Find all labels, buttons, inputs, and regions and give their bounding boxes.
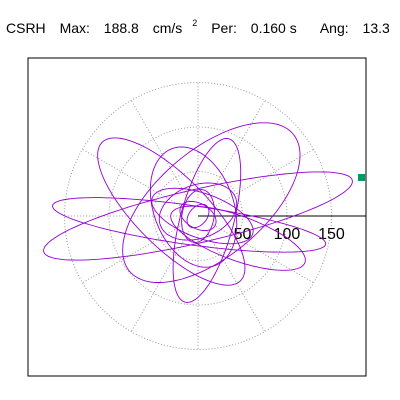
orbit-loop xyxy=(158,182,238,241)
plot-frame xyxy=(27,57,367,377)
orbit-loop xyxy=(43,171,353,261)
grid-spoke xyxy=(206,231,266,332)
radial-tick-label: 150 xyxy=(318,226,345,243)
orbit-loop xyxy=(97,137,246,286)
orbit-loop xyxy=(52,197,327,253)
grid-spoke xyxy=(130,231,190,332)
grid-spoke xyxy=(206,100,266,201)
grid-spoke xyxy=(213,224,314,284)
grid-spoke xyxy=(82,148,183,208)
orbit-loop xyxy=(186,203,210,229)
orbit-loop xyxy=(149,146,238,268)
radial-tick-label: 100 xyxy=(274,226,301,243)
peak-marker xyxy=(358,173,366,181)
radial-tick-label: 50 xyxy=(234,226,252,243)
orbit-loop xyxy=(122,122,301,283)
orbit-loop xyxy=(172,138,242,303)
per-label: Per: xyxy=(211,20,237,36)
radial-tick-labels: 50 100 150 xyxy=(234,226,345,243)
grid-spoke xyxy=(213,148,314,208)
orbit-loop xyxy=(179,200,217,232)
ang-readout: Ang: 13.3 xyxy=(320,20,400,36)
grid-spoke xyxy=(130,100,190,201)
orbit-loop xyxy=(170,205,306,271)
station-code: CSRH xyxy=(6,20,46,36)
ang-label: Ang: xyxy=(319,20,349,36)
max-unit: cm/s xyxy=(152,20,183,36)
max-readout: Max: 188.8 cm/s 2 xyxy=(59,18,198,36)
acceleration-trace xyxy=(43,122,353,303)
max-value: 188.8 xyxy=(103,20,139,36)
ang-value: 13.3 xyxy=(362,20,390,36)
per-readout: Per: 0.160 s xyxy=(211,20,307,36)
grid-spoke xyxy=(82,224,183,284)
orbit-loop xyxy=(181,189,215,243)
per-value: 0.160 s xyxy=(250,20,297,36)
max-label: Max: xyxy=(59,20,90,36)
max-unit-exponent: 2 xyxy=(192,18,198,28)
chart-header: CSRH Max: 188.8 cm/s 2 Per: 0.160 s Ang: … xyxy=(6,18,400,36)
